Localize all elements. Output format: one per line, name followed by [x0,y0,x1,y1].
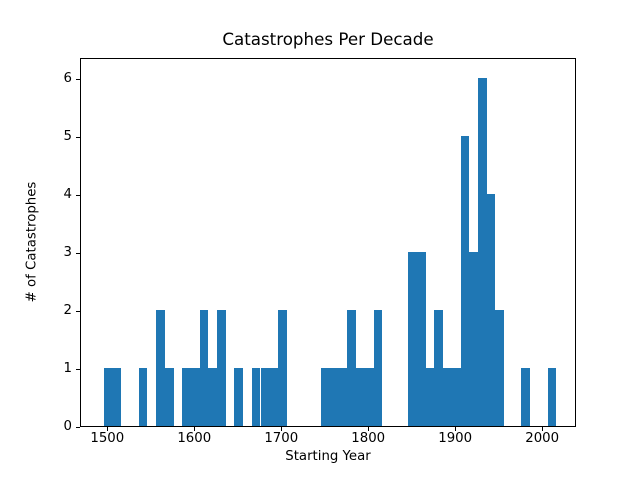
x-tick-2000 [542,427,544,431]
bar-1540 [138,368,148,426]
bar-1510 [112,368,122,426]
bar-1890 [443,368,452,426]
x-tick-1700 [281,427,283,431]
bar-1500 [103,368,113,426]
bar-1810 [373,310,383,426]
y-tick-0 [76,427,80,428]
y-tick-label-3: 3 [63,245,72,261]
y-tick-4 [76,195,80,197]
x-tick-1900 [455,427,457,431]
x-tick-1800 [368,427,370,431]
bar-1950 [495,310,505,426]
bar-1940 [486,194,496,426]
x-axis-label: Starting Year [285,449,371,464]
bar-1650 [234,368,244,426]
bar-1780 [347,310,357,426]
x-tick-label-1800: 1800 [351,431,386,446]
y-tick-label-2: 2 [63,303,72,319]
bar-2010 [547,368,557,426]
bar-1800 [364,368,374,426]
y-tick-label-4: 4 [63,187,72,203]
bar-1690 [269,368,278,426]
bar-1600 [190,368,200,426]
y-tick-1 [76,369,80,371]
bar-1790 [356,368,365,426]
bar-1900 [451,368,461,426]
bar-1920 [469,252,478,426]
y-axis-label: # of Catastrophes [24,181,40,303]
plot-area [80,58,576,427]
x-tick-label-1900: 1900 [438,431,473,446]
bar-1910 [460,136,470,426]
bar-1610 [199,310,209,426]
bar-1870 [425,368,435,426]
bar-1590 [182,368,191,426]
bar-1570 [164,368,174,426]
y-tick-3 [76,253,80,255]
x-tick-label-1500: 1500 [90,431,125,446]
bar-1700 [277,310,287,426]
y-tick-label-6: 6 [63,71,72,87]
x-tick-1600 [194,427,196,431]
x-tick-label-1700: 1700 [264,431,299,446]
y-tick-label-5: 5 [63,129,72,145]
bar-1750 [321,368,331,426]
y-tick-label-0: 0 [63,419,72,434]
y-tick-2 [76,311,80,313]
x-tick-label-1600: 1600 [177,431,212,446]
x-tick-1500 [107,427,109,431]
y-tick-label-1: 1 [63,361,72,377]
bar-1760 [330,368,339,426]
bar-1860 [417,252,426,426]
y-tick-6 [76,79,80,81]
bar-1930 [477,78,487,426]
bar-1980 [521,368,531,426]
bar-1670 [251,368,261,426]
bar-1770 [338,368,348,426]
bar-1680 [260,368,270,426]
y-tick-5 [76,137,80,139]
bar-1880 [434,310,444,426]
x-tick-label-2000: 2000 [525,431,560,446]
bar-1560 [156,310,165,426]
chart-title: Catastrophes Per Decade [222,29,434,49]
bar-1850 [408,252,418,426]
bar-1620 [208,368,218,426]
bar-1630 [217,310,226,426]
